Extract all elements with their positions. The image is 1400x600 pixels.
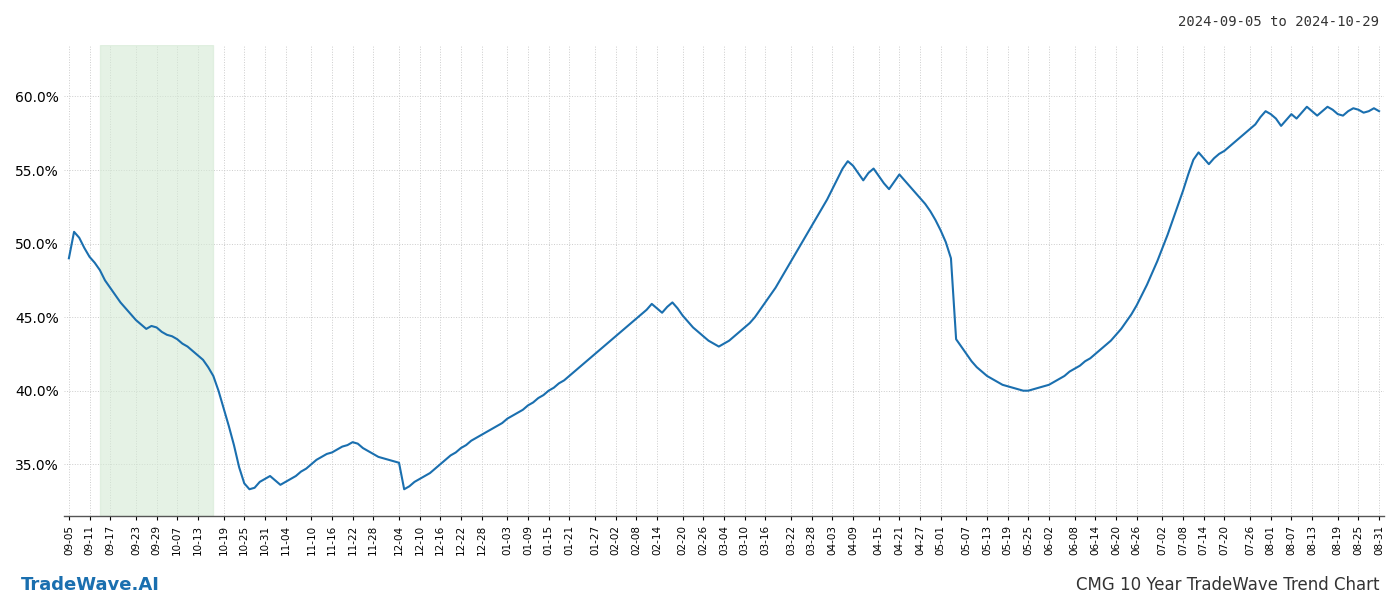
Text: CMG 10 Year TradeWave Trend Chart: CMG 10 Year TradeWave Trend Chart <box>1075 576 1379 594</box>
Text: 2024-09-05 to 2024-10-29: 2024-09-05 to 2024-10-29 <box>1177 15 1379 29</box>
Text: TradeWave.AI: TradeWave.AI <box>21 576 160 594</box>
Bar <box>99 45 213 516</box>
